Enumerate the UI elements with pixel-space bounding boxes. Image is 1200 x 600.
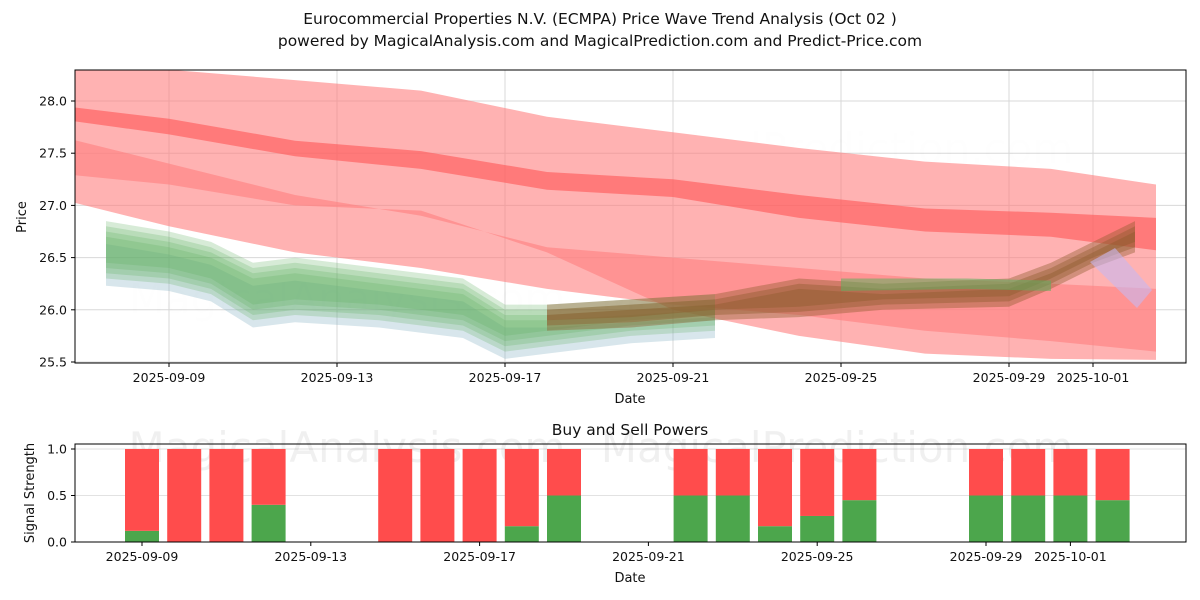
buy-bar [505, 526, 539, 542]
buy-bar [125, 531, 159, 542]
sell-bar [758, 449, 792, 526]
buy-bar [716, 496, 750, 543]
sell-bar [505, 449, 539, 526]
powers-y-tick-label: 1.0 [47, 442, 67, 457]
sell-bar [209, 449, 243, 542]
powers-x-label: Date [614, 571, 645, 586]
price-y-tick-label: 26.5 [39, 250, 67, 265]
powers-x-tick-label: 2025-09-09 [106, 549, 179, 564]
buy-bar [1053, 496, 1087, 543]
buy-bar [1096, 500, 1130, 542]
sell-bar [1053, 449, 1087, 496]
buy-bar [842, 500, 876, 542]
price-x-tick-label: 2025-09-13 [301, 370, 374, 385]
powers-x-tick-label: 2025-09-25 [781, 549, 854, 564]
sell-bar [674, 449, 708, 496]
powers-y-label: Signal Strength [23, 443, 38, 543]
price-y-tick-label: 27.5 [39, 146, 67, 161]
price-y-tick-label: 25.5 [39, 355, 67, 370]
price-y-label: Price [15, 201, 30, 233]
green-tail [841, 279, 1051, 292]
buy-bar [674, 496, 708, 543]
price-x-tick-label: 2025-10-01 [1057, 370, 1130, 385]
price-y-tick-label: 27.0 [39, 198, 67, 213]
price-y-tick-label: 28.0 [39, 94, 67, 109]
sell-bar [800, 449, 834, 516]
powers-x-tick-label: 2025-09-21 [612, 549, 685, 564]
sell-bar [167, 449, 201, 542]
buy-bar [758, 526, 792, 542]
buy-bar [969, 496, 1003, 543]
sell-bar [1011, 449, 1045, 496]
sell-bar [716, 449, 750, 496]
sell-bar [1096, 449, 1130, 500]
buy-bar [1011, 496, 1045, 543]
sell-bar [463, 449, 497, 542]
powers-x-tick-label: 2025-10-01 [1034, 549, 1107, 564]
powers-x-tick-label: 2025-09-29 [950, 549, 1023, 564]
sell-bar [252, 449, 286, 505]
powers-y-tick-label: 0.0 [47, 535, 67, 550]
price-x-tick-label: 2025-09-17 [469, 370, 542, 385]
price-x-label: Date [614, 392, 645, 407]
powers-y-tick-label: 0.5 [47, 488, 67, 503]
sell-bar [420, 449, 454, 542]
powers-x-tick-label: 2025-09-13 [274, 549, 347, 564]
price-y-tick-label: 26.0 [39, 302, 67, 317]
buy-bar [800, 516, 834, 542]
sell-bar [125, 449, 159, 531]
sell-bar [842, 449, 876, 500]
price-x-tick-label: 2025-09-09 [133, 370, 206, 385]
sell-bar [547, 449, 581, 496]
buy-bar [547, 496, 581, 543]
price-x-tick-label: 2025-09-21 [637, 370, 710, 385]
sell-bar [969, 449, 1003, 496]
price-x-tick-label: 2025-09-29 [973, 370, 1046, 385]
charts-canvas: MagicalAnalysis.comMagicalPrediction.com… [0, 0, 1200, 600]
sell-bar [378, 449, 412, 542]
buy-bar [252, 505, 286, 542]
price-x-tick-label: 2025-09-25 [805, 370, 878, 385]
powers-x-tick-label: 2025-09-17 [443, 549, 516, 564]
